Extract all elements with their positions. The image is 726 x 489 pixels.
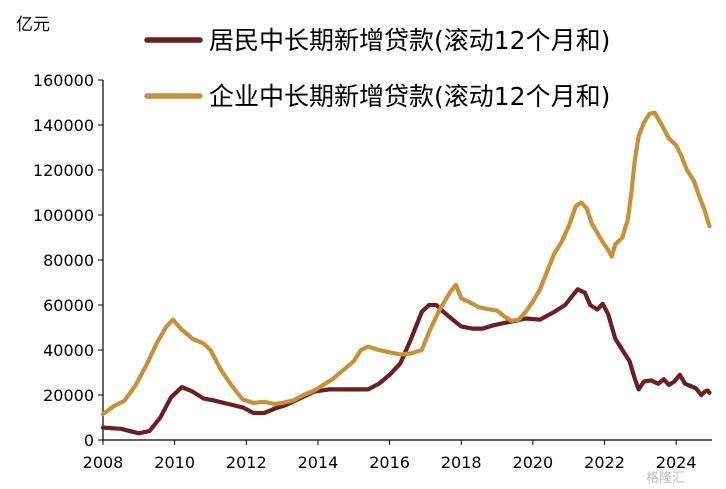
watermark-text: 格隆汇	[646, 470, 685, 486]
x-tick-label: 2024	[656, 453, 697, 472]
y-tick-label: 160000	[33, 71, 94, 90]
x-tick-label: 2008	[83, 453, 124, 472]
x-tick-label: 2012	[226, 453, 267, 472]
y-tick-label: 0	[84, 431, 94, 450]
y-tick-label: 40000	[43, 341, 94, 360]
y-tick-label: 100000	[33, 206, 94, 225]
x-tick-label: 2022	[584, 453, 625, 472]
x-tick-label: 2018	[441, 453, 482, 472]
y-tick-label: 80000	[43, 251, 94, 270]
x-tick-label: 2016	[369, 453, 410, 472]
x-tick-label: 2020	[513, 453, 554, 472]
y-axis: 0 20000 40000 60000 80000 100000 120000 140000 1…	[33, 71, 103, 450]
y-tick-label: 120000	[33, 161, 94, 180]
series-line-2	[100, 110, 712, 417]
series-lines	[100, 110, 712, 436]
legend-label-2: 企业中长期新增贷款(滚动12个月和)	[209, 82, 610, 111]
x-axis: 2008 2010 2012 2014 2016 2018 2020 2022 2024	[83, 440, 697, 472]
series-line-1	[100, 287, 712, 436]
x-tick-label: 2010	[154, 453, 195, 472]
legend: 居民中长期新增贷款(滚动12个月和) 企业中长期新增贷款(滚动12个月和)	[144, 26, 610, 111]
legend-label-1: 居民中长期新增贷款(滚动12个月和)	[209, 26, 610, 55]
y-tick-label: 20000	[43, 386, 94, 405]
y-tick-label: 60000	[43, 296, 94, 315]
y-axis-unit-label: 亿元	[16, 15, 50, 35]
y-tick-label: 140000	[33, 116, 94, 135]
x-tick-label: 2014	[298, 453, 339, 472]
axes-frame	[102, 80, 712, 441]
